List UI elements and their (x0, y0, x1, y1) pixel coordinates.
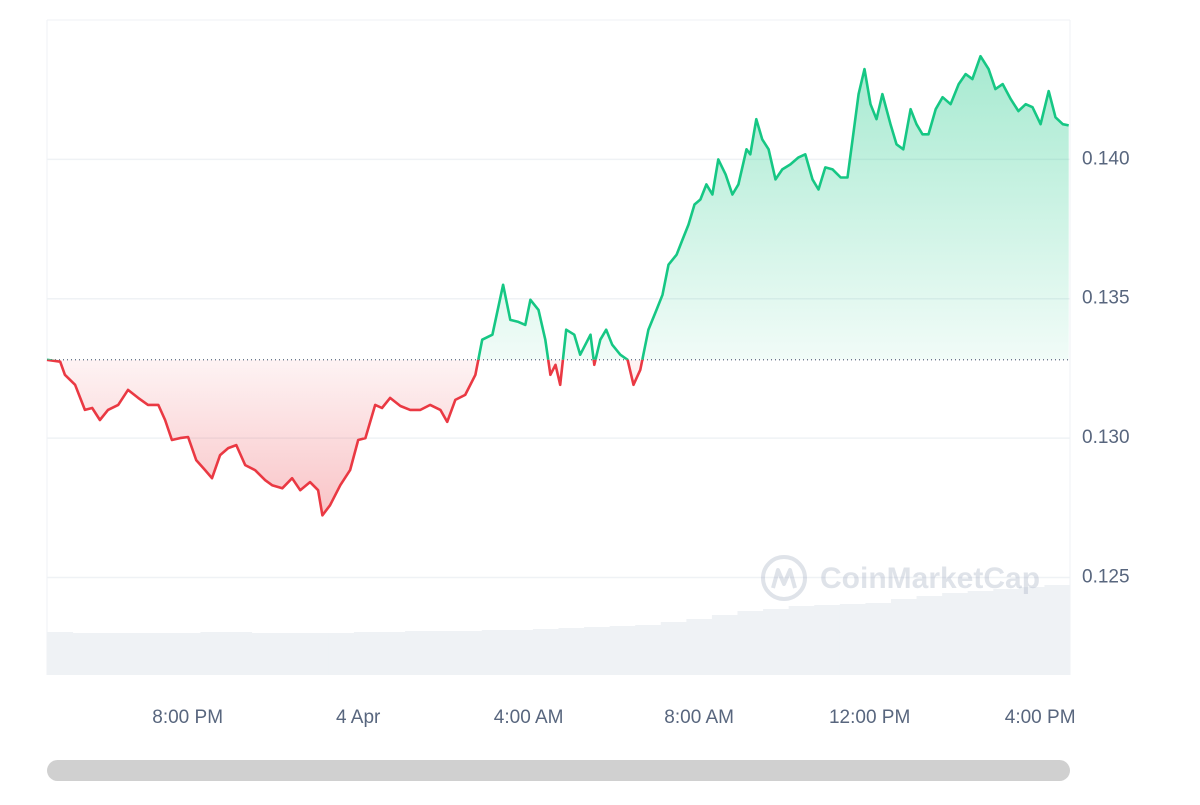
volume-bar (814, 605, 841, 675)
volume-bar (609, 626, 636, 675)
grid-layer: 0.125 0.130 0.135 0.140 8:00 PM 4 Apr 4:00 AM 8… (46, 19, 1130, 728)
volume-bar (711, 615, 739, 675)
volume-bar (430, 631, 457, 675)
volume-bar (405, 631, 432, 675)
volume-bar (481, 630, 508, 675)
volume-bar (993, 589, 1020, 675)
watermark-text: CoinMarketCap (820, 562, 1040, 595)
volume-bar (149, 633, 176, 675)
price-line-down (46, 359, 644, 517)
volume-bar (1044, 585, 1071, 675)
volume-bar (584, 627, 611, 675)
volume-bar (763, 609, 790, 675)
volume-bar (737, 611, 764, 675)
plot-layer (46, 54, 1070, 517)
volume-bar (1018, 587, 1045, 675)
volume-bar (456, 631, 483, 675)
x-tick-label: 4:00 PM (1005, 707, 1076, 728)
volume-bar (379, 632, 406, 675)
volume-bar (226, 632, 253, 675)
volume-bar (865, 603, 892, 675)
volume-bar (123, 633, 150, 675)
volume-bar (507, 630, 534, 675)
scrollbar[interactable] (47, 760, 1070, 781)
volume-bar (660, 622, 687, 675)
volume-bar (72, 633, 99, 675)
volume-bar (328, 633, 355, 675)
volume-layer (47, 585, 1071, 675)
volume-bar (47, 632, 74, 675)
volume-bar (916, 596, 943, 675)
y-tick-label: 0.135 (1082, 288, 1130, 309)
x-tick-label: 4 Apr (336, 707, 381, 728)
volume-bar (98, 633, 125, 675)
y-tick-label: 0.130 (1082, 427, 1130, 448)
area-down (47, 359, 1069, 516)
volume-bar (353, 632, 380, 675)
volume-bar (890, 599, 918, 675)
y-tick-label: 0.140 (1082, 148, 1130, 169)
x-tick-label: 8:00 AM (664, 707, 734, 728)
watermark: CoinMarketCap (761, 555, 1040, 601)
volume-bar (839, 604, 866, 675)
volume-bar (942, 593, 969, 675)
volume-bar (277, 633, 304, 675)
volume-bar (302, 633, 329, 675)
volume-bar (174, 633, 201, 675)
volume-bar (200, 632, 227, 675)
watermark-logo (761, 555, 807, 601)
x-tick-label: 4:00 AM (494, 707, 564, 728)
price-line-up (47, 54, 1069, 360)
volume-bar (251, 633, 278, 675)
volume-bar (532, 629, 559, 675)
x-tick-label: 8:00 PM (152, 707, 223, 728)
watermark-logo (771, 568, 797, 589)
volume-bar (558, 628, 585, 675)
volume-bar (686, 619, 713, 675)
x-tick-label: 12:00 PM (829, 707, 910, 728)
y-tick-label: 0.125 (1082, 566, 1130, 587)
volume-bar (967, 591, 994, 675)
volume-bar (788, 606, 815, 675)
volume-bar (635, 625, 662, 675)
